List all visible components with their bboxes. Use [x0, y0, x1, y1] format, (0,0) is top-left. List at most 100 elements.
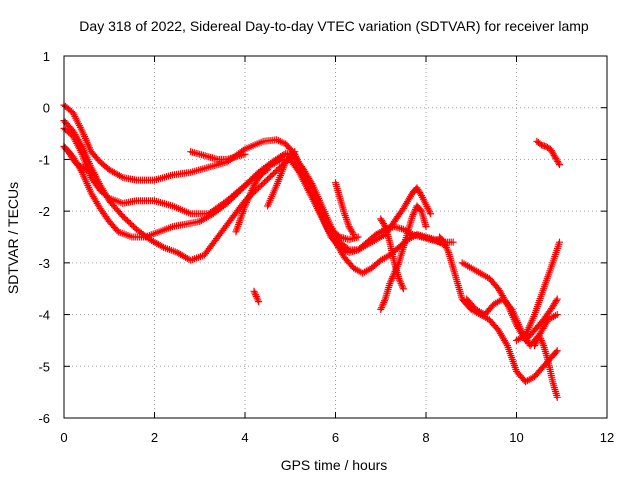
- data-point: [397, 280, 405, 288]
- data-point: [502, 340, 510, 348]
- data-point: [386, 280, 394, 288]
- data-point: [74, 161, 82, 169]
- series-track-13: [436, 233, 561, 386]
- data-point: [378, 304, 386, 312]
- chart-title: Day 318 of 2022, Sidereal Day-to-day VTE…: [79, 18, 589, 34]
- data-point: [264, 166, 272, 174]
- data-point: [440, 238, 448, 246]
- data-point: [243, 197, 251, 205]
- data-point: [354, 233, 362, 241]
- data-point: [410, 209, 418, 217]
- data-point: [379, 300, 387, 308]
- data-point: [259, 168, 267, 176]
- data-point: [442, 242, 450, 250]
- data-point: [531, 340, 539, 348]
- data-point: [444, 247, 452, 255]
- data-point: [262, 167, 270, 175]
- data-point: [552, 348, 560, 356]
- series-track-10: [332, 179, 358, 238]
- data-point: [422, 223, 430, 231]
- data-point: [77, 141, 85, 149]
- data-point: [555, 159, 563, 167]
- data-point: [377, 305, 385, 313]
- data-point: [252, 292, 260, 300]
- data-point: [251, 289, 259, 297]
- data-point: [409, 211, 417, 219]
- data-point: [537, 335, 545, 343]
- data-point: [399, 285, 407, 293]
- series-track-14: [458, 259, 561, 344]
- series-track-12: [377, 215, 407, 293]
- x-tick-label: 4: [241, 430, 248, 445]
- data-point: [249, 183, 257, 191]
- data-point: [532, 338, 540, 346]
- series-track-9: [250, 287, 263, 306]
- data-point: [247, 188, 255, 196]
- data-point: [276, 156, 284, 164]
- data-point: [380, 299, 388, 307]
- x-tick-label: 12: [600, 430, 614, 445]
- data-point: [80, 164, 88, 172]
- data-point: [553, 347, 561, 355]
- y-axis-label: SDTVAR / TECUs: [5, 182, 21, 294]
- data-point: [539, 340, 547, 348]
- plot-frame: [63, 55, 608, 419]
- data-point: [78, 163, 86, 171]
- data-point: [380, 221, 388, 229]
- data-point: [396, 276, 404, 284]
- x-tick-label: 0: [60, 430, 67, 445]
- data-point: [408, 212, 416, 220]
- data-point: [537, 336, 545, 344]
- data-point: [83, 166, 91, 174]
- data-point: [244, 195, 252, 203]
- data-point: [441, 240, 449, 248]
- data-point: [553, 311, 561, 319]
- data-point: [350, 230, 358, 238]
- data-point: [552, 297, 560, 305]
- data-point: [396, 278, 404, 286]
- data-point: [158, 242, 166, 250]
- data-point: [255, 298, 263, 306]
- data-point: [398, 281, 406, 289]
- series-track-5: [60, 143, 91, 174]
- data-point: [536, 333, 544, 341]
- data-point: [381, 297, 389, 305]
- data-point: [395, 274, 403, 282]
- data-point: [387, 278, 395, 286]
- data-point: [242, 200, 250, 208]
- data-point: [246, 190, 254, 198]
- data-points: [60, 101, 563, 401]
- data-point: [249, 185, 257, 193]
- data-point: [387, 276, 395, 284]
- data-point: [378, 302, 386, 310]
- data-point: [542, 143, 550, 150]
- y-tick-label: -3: [38, 256, 50, 271]
- series-track-18: [533, 137, 563, 169]
- data-point: [536, 140, 544, 148]
- y-tick-label: 1: [43, 49, 50, 64]
- data-point: [248, 186, 256, 194]
- data-point: [388, 274, 396, 282]
- data-point: [252, 291, 260, 299]
- data-point: [246, 192, 254, 200]
- series-track-16: [513, 238, 563, 344]
- data-point: [77, 162, 85, 170]
- x-axis-label: GPS time / hours: [281, 457, 388, 473]
- x-tick-label: 10: [509, 430, 523, 445]
- data-point: [241, 202, 249, 210]
- data-point: [241, 150, 249, 158]
- data-point: [250, 287, 258, 295]
- data-point: [411, 207, 419, 215]
- data-point: [555, 238, 563, 246]
- x-axis-ticks: 0 2 4 6 8 10 12: [60, 56, 614, 445]
- data-point: [442, 243, 450, 251]
- data-point: [349, 229, 357, 237]
- data-point: [253, 294, 261, 302]
- y-tick-label: -6: [38, 411, 50, 426]
- y-tick-label: -4: [38, 308, 50, 323]
- y-axis-ticks: 1 0 -1 -2 -3 -4 -5 -6: [38, 49, 607, 426]
- data-point: [531, 342, 539, 350]
- data-point: [553, 295, 561, 303]
- series-track-15: [463, 295, 561, 350]
